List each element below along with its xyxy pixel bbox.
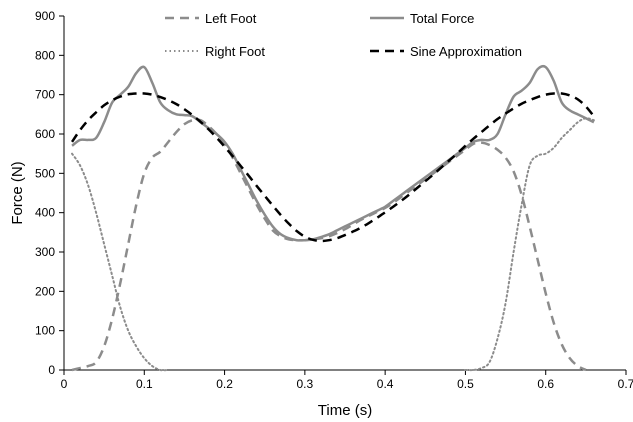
series-line-right-foot <box>464 117 595 372</box>
y-tick-label: 0 <box>48 363 55 377</box>
x-tick-label: 0.6 <box>537 377 554 391</box>
legend-item-right-foot: Right Foot <box>165 44 265 59</box>
y-tick-label: 800 <box>35 48 55 62</box>
axes: 0 0.1 0.2 0.3 0.4 0.5 0.6 0.7 0 100 200 300 400 500 60… <box>35 9 633 391</box>
y-tick-label: 600 <box>35 127 55 141</box>
y-tick-label: 200 <box>35 284 55 298</box>
y-tick-label: 400 <box>35 206 55 220</box>
x-tick-label: 0.4 <box>377 377 394 391</box>
x-axis-title: Time (s) <box>318 402 372 419</box>
x-tick-label: 0.2 <box>216 377 233 391</box>
series-line-total-force <box>71 64 595 242</box>
legend-label: Left Foot <box>205 11 257 26</box>
series-line-left-foot <box>71 118 587 372</box>
legend: Left Foot Total Force Right Foot Sine Appro… <box>165 11 522 59</box>
x-tick-label: 0.5 <box>457 377 474 391</box>
series-lines <box>70 64 595 372</box>
legend-label: Sine Approximation <box>410 44 522 59</box>
x-tick-label: 0.1 <box>136 377 153 391</box>
y-axis-title: Force (N) <box>9 161 26 224</box>
legend-label: Total Force <box>410 11 474 26</box>
x-tick-label: 0.7 <box>618 377 633 391</box>
legend-item-left-foot: Left Foot <box>165 11 257 26</box>
y-tick-label: 900 <box>35 9 55 23</box>
series-line-right-foot <box>71 152 170 372</box>
y-tick-label: 500 <box>35 166 55 180</box>
x-tick-label: 0.3 <box>297 377 314 391</box>
y-tick-label: 700 <box>35 88 55 102</box>
legend-item-total-force: Total Force <box>370 11 474 26</box>
y-tick-label: 300 <box>35 245 55 259</box>
legend-label: Right Foot <box>205 44 265 59</box>
y-tick-label: 100 <box>35 324 55 338</box>
x-tick-label: 0 <box>61 377 68 391</box>
legend-item-sine-approximation: Sine Approximation <box>370 44 522 59</box>
series-line-sine-approximation <box>70 92 595 243</box>
